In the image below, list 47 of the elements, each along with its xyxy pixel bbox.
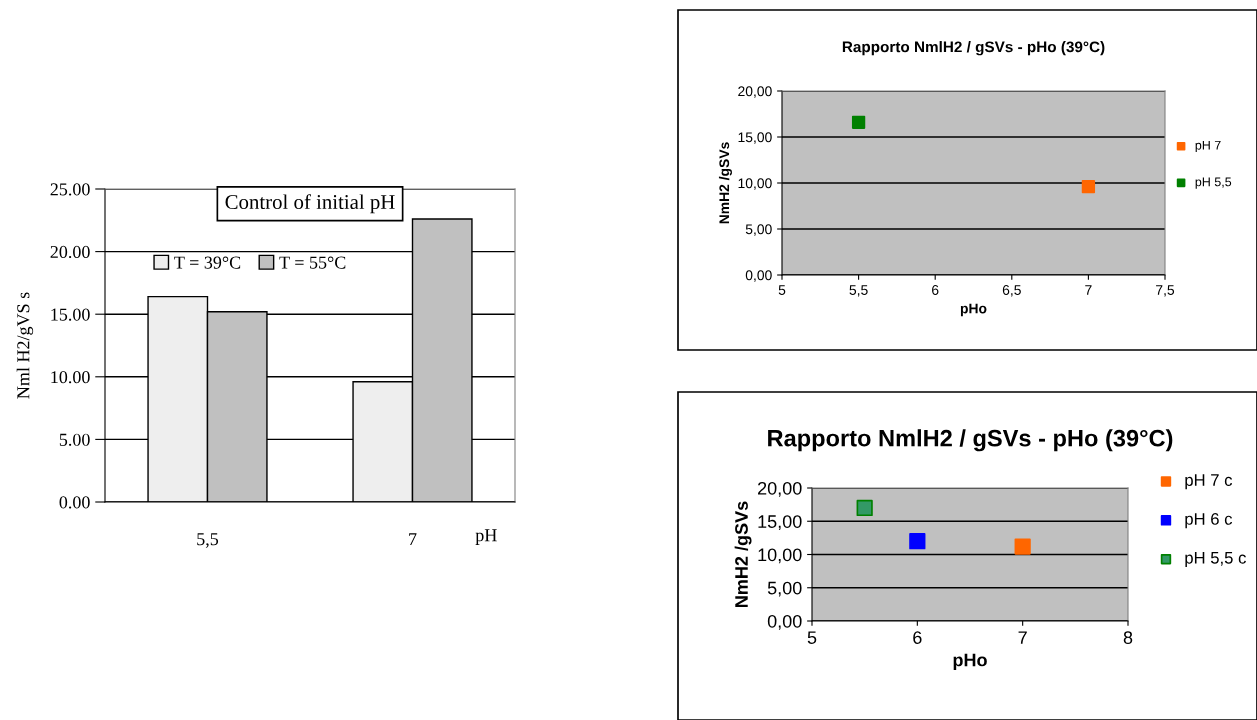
y-axis-title: NmH2 /gSVs <box>718 142 732 224</box>
point <box>856 499 873 517</box>
y-tick-label: 20,00 <box>758 481 802 497</box>
legend-label: pH 6 c <box>1185 513 1233 529</box>
y-tick-label: 10,00 <box>758 548 802 564</box>
x-tick-label: 7 <box>1018 631 1027 644</box>
point <box>1014 538 1031 555</box>
x-axis-title: pHo <box>953 653 987 670</box>
y-tick-label: 5,00 <box>745 224 772 236</box>
y-tick-label: 5.00 <box>59 433 90 446</box>
x-axis-title: pHo <box>960 303 987 317</box>
x-tick-label: 5,5 <box>197 533 219 548</box>
x-tick-label: 6,5 <box>1002 285 1021 297</box>
x-tick-label: 6 <box>932 285 939 295</box>
y-tick-label: 0,00 <box>745 270 772 282</box>
y-tick-label: 20,00 <box>738 86 772 98</box>
chart-title: Rapporto NmlH2 / gSVs - pHo (39°C) <box>768 429 1173 452</box>
point <box>909 533 926 550</box>
y-tick-label: 10.00 <box>51 371 90 384</box>
legend-label: T = 55°C <box>279 256 346 269</box>
x-tick-label: 8 <box>1123 631 1133 644</box>
y-tick-label: 0,00 <box>767 614 802 630</box>
x-tick-label: 6 <box>913 631 922 644</box>
x-tick-label: 5 <box>778 285 786 295</box>
chart-title: Control of initial pH <box>225 194 395 214</box>
chart-title: Rapporto NmlH2 / gSVs - pHo (39°C) <box>842 41 1105 56</box>
y-tick-label: 5,00 <box>767 581 802 597</box>
legend-label: pH 5,5 <box>1195 177 1232 189</box>
y-axis-title: NmH2 /gSVs <box>734 501 752 607</box>
legend-label: T = 39°C <box>174 256 241 269</box>
y-tick-label: 15,00 <box>738 132 772 144</box>
y-tick-label: 10,00 <box>738 178 772 190</box>
x-tick-label: 5 <box>807 631 817 644</box>
legend-label: pH 7 <box>1195 140 1221 153</box>
y-axis-title: Nml H2/gVS s <box>16 292 34 399</box>
y-tick-label: 25.00 <box>50 183 90 196</box>
y-tick-label: 15,00 <box>758 515 802 531</box>
x-axis-title: pH <box>475 529 497 545</box>
y-tick-label: 20.00 <box>50 245 90 259</box>
x-tick-label: 7 <box>1085 285 1092 295</box>
y-tick-label: 15.00 <box>51 308 90 321</box>
legend-label: pH 5,5 c <box>1185 552 1246 568</box>
x-tick-label: 7,5 <box>1156 285 1175 297</box>
legend-label: pH 7 c <box>1185 474 1233 490</box>
x-tick-label: 7 <box>409 533 417 546</box>
x-tick-label: 5,5 <box>849 285 868 297</box>
y-tick-label: 0.00 <box>59 496 90 509</box>
